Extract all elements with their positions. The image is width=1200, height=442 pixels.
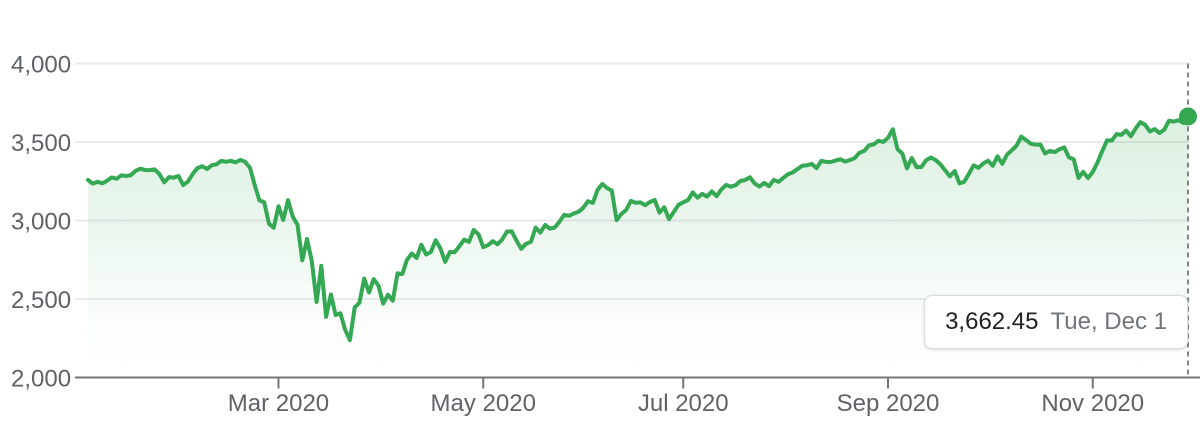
price-line — [86, 114, 1190, 343]
x-axis-label: Jul 2020 — [638, 390, 729, 417]
y-axis-label: 4,000 — [11, 52, 71, 79]
y-axis-label: 3,500 — [11, 130, 71, 157]
area-fill — [88, 116, 1188, 378]
tooltip-price: 3,662.45 — [945, 308, 1039, 335]
y-axis-label: 3,000 — [11, 209, 71, 236]
last-price-dot — [1179, 107, 1197, 126]
x-axis-label: Sep 2020 — [837, 390, 940, 417]
price-tooltip: 3,662.45 Tue, Dec 1 — [924, 295, 1188, 349]
y-axis-label: 2,000 — [11, 366, 71, 393]
y-axis-label: 2,500 — [11, 287, 71, 314]
x-axis-label: May 2020 — [431, 390, 536, 417]
x-axis-label: Nov 2020 — [1041, 390, 1144, 417]
x-axis-label: Mar 2020 — [228, 390, 329, 417]
tooltip-date: Tue, Dec 1 — [1050, 308, 1168, 335]
